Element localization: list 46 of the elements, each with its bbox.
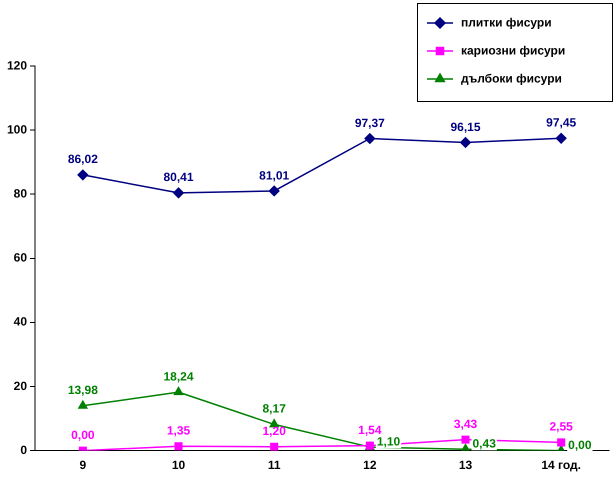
data-label: 8,17 (262, 402, 286, 416)
point (174, 386, 184, 396)
data-label: 86,02 (68, 152, 98, 166)
data-label: 81,01 (259, 168, 290, 182)
data-label: 97,37 (354, 116, 386, 130)
data-label: 1,20 (262, 424, 286, 438)
data-label: 1,35 (166, 424, 191, 438)
data-label: 3,43 (454, 416, 478, 431)
y-tick-label: 40 (14, 314, 28, 329)
data-label: 80,41 (164, 170, 194, 184)
data-label: 0,00 (568, 438, 592, 452)
y-tick-label: 80 (14, 186, 28, 201)
y-tick-label: 120 (6, 58, 28, 72)
x-tick-label: 9 (80, 458, 87, 472)
point (461, 436, 470, 444)
data-label: 0,00 (71, 428, 95, 442)
legend-label: плитки фисури (461, 15, 552, 30)
point (364, 133, 376, 144)
point (77, 169, 88, 180)
x-tick-label: 10 (172, 458, 186, 472)
data-label: 0,43 (472, 436, 496, 451)
data-label: 2,55 (549, 420, 574, 434)
y-tick-label: 20 (14, 378, 28, 393)
data-label: 18,24 (164, 369, 194, 384)
point (173, 187, 184, 198)
y-tick-label: 60 (14, 250, 28, 265)
x-tick-label: 14 год. (541, 458, 581, 472)
data-label: 1,54 (358, 422, 382, 437)
point (556, 132, 567, 144)
point (268, 185, 280, 196)
point (270, 442, 278, 451)
x-tick-label: 13 (458, 458, 472, 472)
point (557, 438, 566, 446)
y-tick-label: 100 (6, 122, 28, 136)
data-label: 97,45 (546, 116, 577, 130)
point (460, 136, 472, 148)
y-tick-label: 0 (20, 442, 28, 457)
legend-label: кариозни фисури (461, 43, 566, 58)
x-tick-label: 12 (363, 458, 377, 472)
data-label: 1,10 (376, 434, 401, 448)
legend-label: дълбоки фисури (461, 71, 562, 86)
x-tick-label: 11 (268, 458, 281, 472)
point (174, 442, 183, 450)
point (78, 400, 88, 409)
data-label: 96,15 (450, 120, 481, 134)
data-label: 13,98 (68, 383, 98, 398)
